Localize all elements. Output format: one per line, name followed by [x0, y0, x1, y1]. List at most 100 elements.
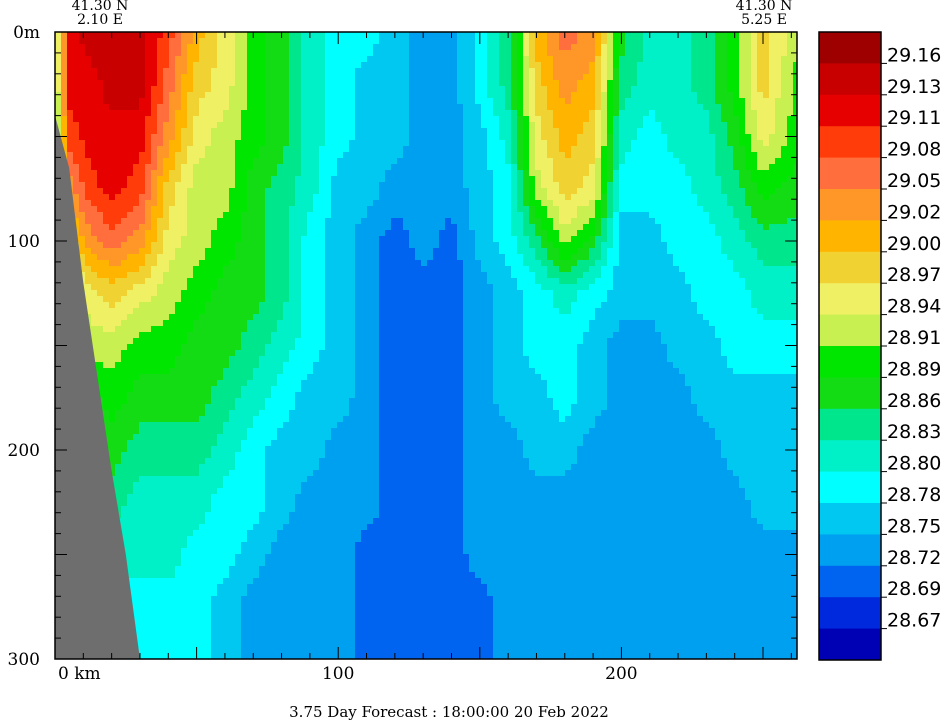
field-cell [283, 248, 290, 255]
field-cell [79, 92, 86, 99]
field-cell [259, 314, 266, 321]
field-cell [331, 104, 338, 111]
field-cell [271, 80, 278, 87]
field-cell [295, 50, 302, 57]
field-cell [253, 428, 260, 435]
field-cell [151, 230, 158, 237]
field-cell [175, 638, 182, 645]
field-cell [187, 254, 194, 261]
field-cell [133, 536, 140, 543]
field-cell [73, 146, 80, 153]
field-cell [223, 284, 230, 291]
field-cell [217, 110, 224, 117]
field-cell [247, 398, 254, 405]
field-cell [115, 86, 122, 93]
field-cell [139, 410, 146, 417]
field-cell [301, 380, 308, 387]
field-cell [235, 260, 242, 267]
field-cell [277, 536, 284, 543]
field-cell [115, 80, 122, 87]
field-cell [313, 224, 320, 231]
field-cell [229, 512, 236, 519]
field-cell [337, 242, 344, 249]
field-cell [307, 212, 314, 219]
field-cell [193, 254, 200, 261]
field-cell [217, 620, 224, 627]
field-cell [235, 566, 242, 573]
field-cell [175, 260, 182, 267]
field-cell [277, 602, 284, 609]
field-cell [325, 182, 332, 189]
field-cell [253, 506, 260, 513]
field-cell [253, 644, 260, 651]
field-cell [133, 32, 140, 39]
field-cell [223, 428, 230, 435]
field-cell [181, 236, 188, 243]
field-cell [97, 326, 104, 333]
field-cell [127, 170, 134, 177]
field-cell [229, 554, 236, 561]
field-cell [229, 362, 236, 369]
field-cell [259, 254, 266, 261]
field-cell [205, 590, 212, 597]
field-cell [187, 140, 194, 147]
field-cell [115, 44, 122, 51]
field-cell [121, 116, 128, 123]
field-cell [211, 302, 218, 309]
field-cell [205, 230, 212, 237]
field-cell [241, 98, 248, 105]
field-cell [139, 650, 146, 657]
field-cell [205, 650, 212, 657]
field-cell [157, 140, 164, 147]
field-cell [271, 440, 278, 447]
field-cell [169, 254, 176, 261]
field-cell [187, 488, 194, 495]
field-cell [223, 38, 230, 45]
field-cell [295, 602, 302, 609]
field-cell [247, 350, 254, 357]
field-cell [121, 488, 128, 495]
field-cell [325, 296, 332, 303]
field-cell [205, 158, 212, 165]
field-cell [127, 566, 134, 573]
field-cell [181, 248, 188, 255]
field-cell [271, 422, 278, 429]
field-cell [277, 326, 284, 333]
field-cell [229, 116, 236, 123]
field-cell [121, 416, 128, 423]
field-cell [271, 638, 278, 645]
field-cell [121, 542, 128, 549]
field-cell [313, 50, 320, 57]
field-cell [205, 446, 212, 453]
field-cell [91, 164, 98, 171]
field-cell [157, 230, 164, 237]
field-cell [331, 560, 338, 567]
field-cell [289, 350, 296, 357]
field-cell [265, 548, 272, 555]
field-cell [337, 116, 344, 123]
field-cell [229, 296, 236, 303]
field-cell [295, 302, 302, 309]
field-cell [211, 542, 218, 549]
field-cell [319, 584, 326, 591]
field-cell [277, 392, 284, 399]
field-cell [313, 260, 320, 267]
field-cell [217, 356, 224, 363]
field-cell [79, 236, 86, 243]
field-cell [265, 344, 272, 351]
field-cell [181, 32, 188, 39]
field-cell [205, 74, 212, 81]
field-cell [181, 92, 188, 99]
field-cell [169, 284, 176, 291]
field-cell [217, 458, 224, 465]
field-cell [139, 572, 146, 579]
field-cell [193, 554, 200, 561]
field-cell [127, 164, 134, 171]
field-cell [241, 548, 248, 555]
field-cell [325, 410, 332, 417]
field-cell [199, 464, 206, 471]
field-cell [91, 116, 98, 123]
field-cell [295, 170, 302, 177]
field-cell [325, 134, 332, 141]
field-cell [247, 368, 254, 375]
